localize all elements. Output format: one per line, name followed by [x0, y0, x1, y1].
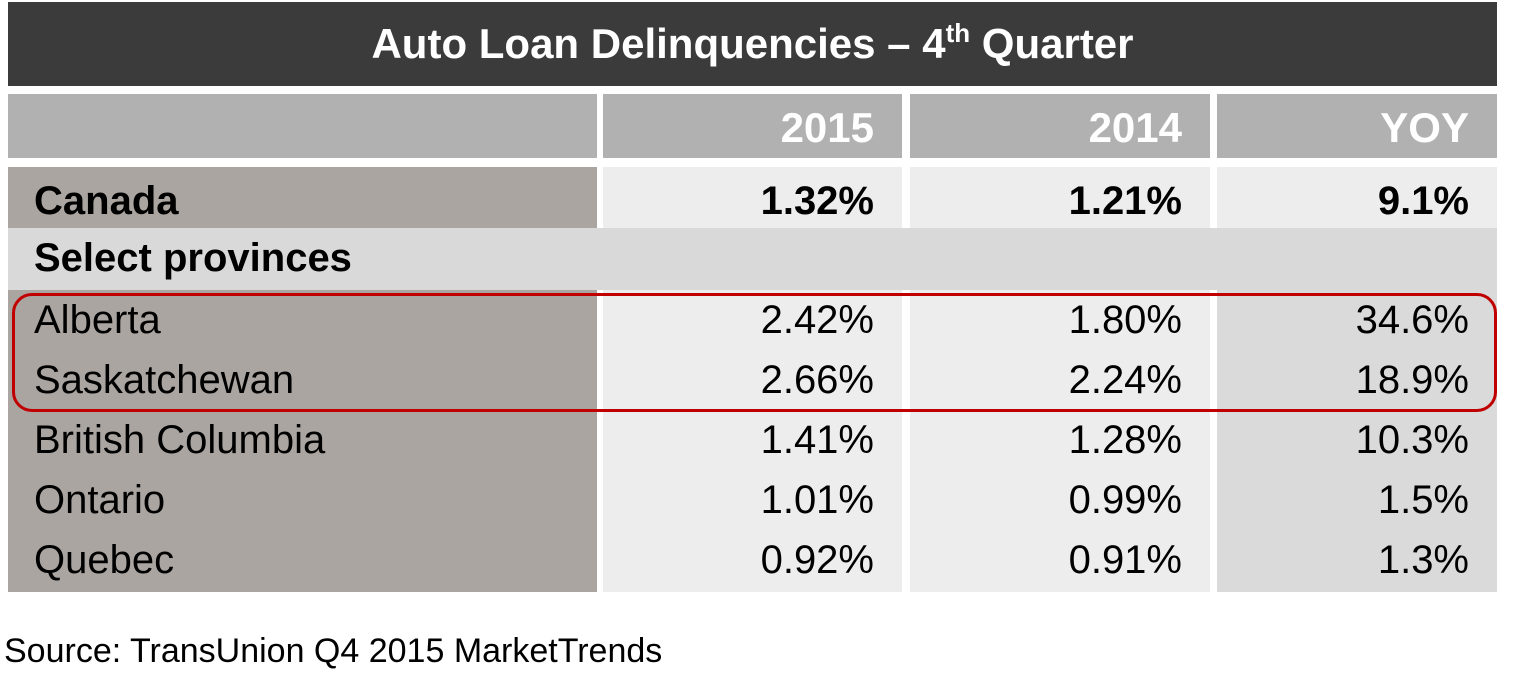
row-value: 1.41% [603, 410, 902, 470]
column-header: YOY [1217, 94, 1497, 158]
title-end: Quarter [970, 20, 1134, 67]
row-value: 0.92% [603, 530, 902, 592]
title-bar: Auto Loan Delinquencies – 4th Quarter [8, 2, 1497, 86]
row-label: Saskatchewan [8, 350, 597, 410]
row-value: 0.91% [910, 530, 1210, 592]
total-label: Canada [8, 167, 597, 228]
row-label: British Columbia [8, 410, 597, 470]
row-value: 18.9% [1217, 350, 1497, 410]
title-superscript: th [945, 18, 971, 48]
row-label: Alberta [8, 290, 597, 350]
row-value: 2.66% [603, 350, 902, 410]
section-label: Select provinces [8, 228, 1497, 290]
row-value: 1.01% [603, 470, 902, 530]
row-value: 2.24% [910, 350, 1210, 410]
column-header: 2014 [910, 94, 1210, 158]
row-value: 10.3% [1217, 410, 1497, 470]
total-value: 1.21% [910, 167, 1210, 228]
total-value: 1.32% [603, 167, 902, 228]
row-value: 0.99% [910, 470, 1210, 530]
row-value: 1.3% [1217, 530, 1497, 592]
row-value: 1.80% [910, 290, 1210, 350]
column-header: 2015 [603, 94, 902, 158]
row-label: Quebec [8, 530, 597, 592]
source-note: Source: TransUnion Q4 2015 MarketTrends [4, 632, 663, 670]
highlight-box [12, 293, 1497, 412]
row-value: 34.6% [1217, 290, 1497, 350]
header-cell [8, 94, 597, 158]
row-label: Ontario [8, 470, 597, 530]
total-value: 9.1% [1217, 167, 1497, 228]
row-value: 1.28% [910, 410, 1210, 470]
row-value: 2.42% [603, 290, 902, 350]
row-value: 1.5% [1217, 470, 1497, 530]
title: Auto Loan Delinquencies – 4 [371, 20, 946, 67]
